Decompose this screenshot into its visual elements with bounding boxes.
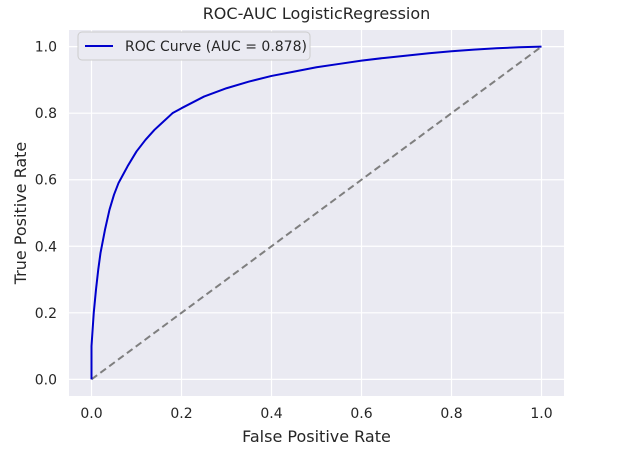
y-tick-label: 0.0 [35,372,57,388]
legend: ROC Curve (AUC = 0.878) [77,31,311,61]
tick-labels: 0.0 0.2 0.4 0.6 0.8 1.0 0.0 0.2 0.4 0.6 0.8 1.0 [35,40,553,422]
chart-title: ROC-AUC LogisticRegression [203,4,431,23]
x-tick-label: 0.6 [350,406,372,422]
x-axis-label: False Positive Rate [242,427,391,446]
x-tick-label: 1.0 [530,406,552,422]
y-tick-label: 0.6 [35,173,57,189]
y-axis-label: True Positive Rate [11,142,30,286]
x-tick-label: 0.8 [440,406,462,422]
x-tick-label: 0.4 [260,406,282,422]
curves [90,45,543,381]
grid [69,30,564,396]
x-tick-label: 0.2 [170,406,192,422]
legend-label: ROC Curve (AUC = 0.878) [125,39,307,55]
diagonal-reference-line [90,45,543,381]
legend-box [77,31,311,61]
y-tick-label: 0.4 [35,239,57,255]
y-tick-label: 0.8 [35,106,57,122]
roc-curve-line [90,45,542,380]
y-tick-label: 1.0 [35,40,57,56]
y-tick-label: 0.2 [35,306,57,322]
x-tick-label: 0.0 [80,406,102,422]
